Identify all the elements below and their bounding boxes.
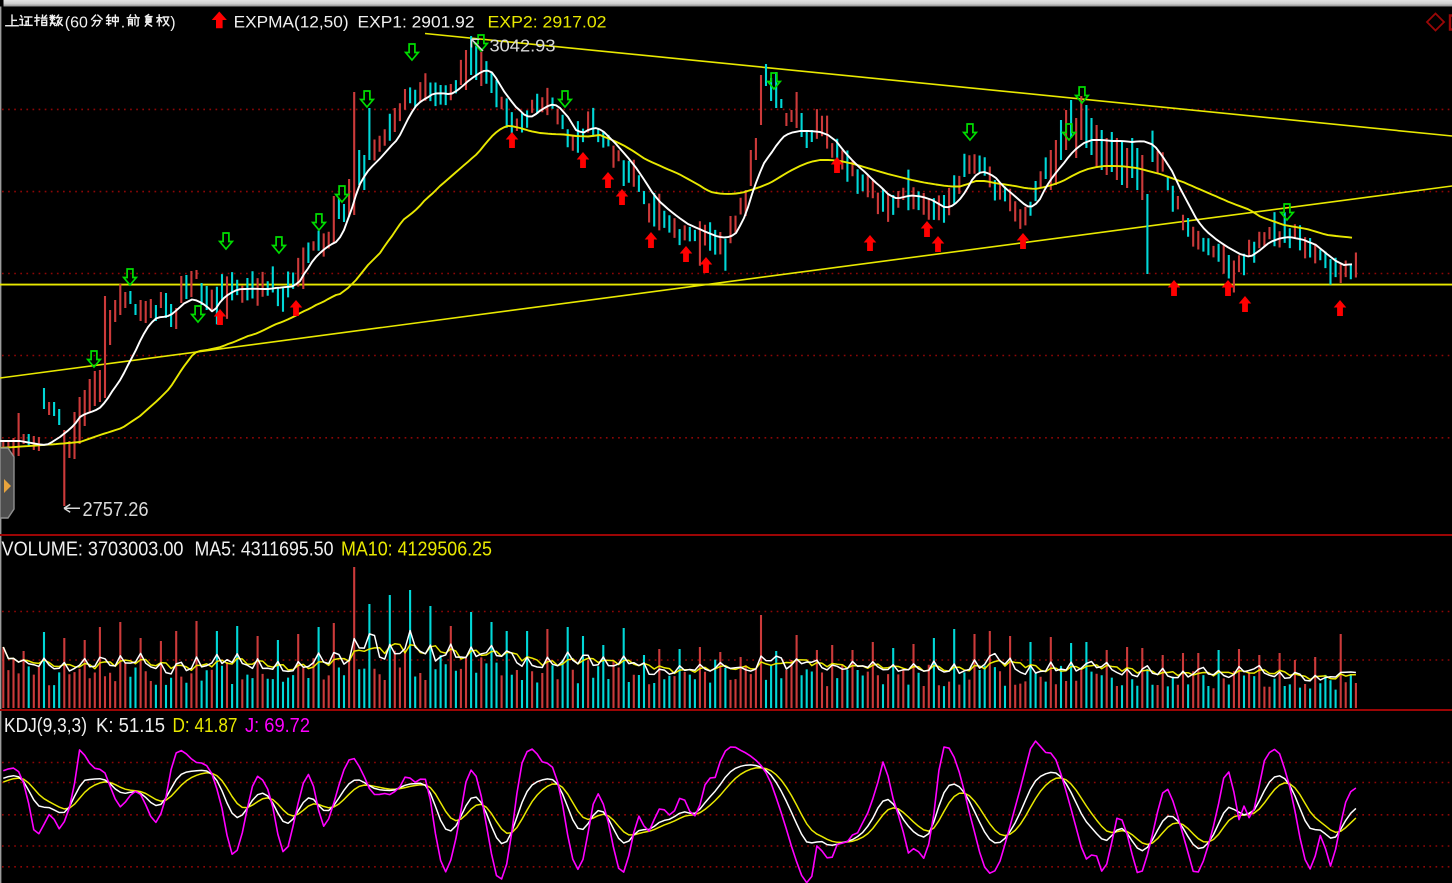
svg-text:.: . [121, 15, 125, 32]
svg-text:EXP2: 2917.02: EXP2: 2917.02 [488, 14, 607, 32]
svg-text:EXP1: 2901.92: EXP1: 2901.92 [358, 14, 475, 32]
svg-text:EXPMA(12,50): EXPMA(12,50) [234, 14, 349, 32]
svg-text:): ) [170, 15, 175, 32]
svg-text:MA10: 4129506.25: MA10: 4129506.25 [341, 539, 492, 561]
svg-text:D: 41.87: D: 41.87 [173, 715, 238, 737]
svg-text:K: 51.15: K: 51.15 [96, 715, 165, 737]
svg-text:(60: (60 [65, 15, 88, 32]
svg-text:MA5: 4311695.50: MA5: 4311695.50 [195, 539, 334, 561]
svg-text:VOLUME: 3703003.00: VOLUME: 3703003.00 [2, 539, 184, 561]
svg-text:J: 69.72: J: 69.72 [245, 715, 310, 737]
svg-text:2757.26: 2757.26 [83, 499, 149, 521]
svg-text:KDJ(9,3,3): KDJ(9,3,3) [4, 715, 87, 737]
svg-text:3042.93: 3042.93 [490, 36, 556, 56]
